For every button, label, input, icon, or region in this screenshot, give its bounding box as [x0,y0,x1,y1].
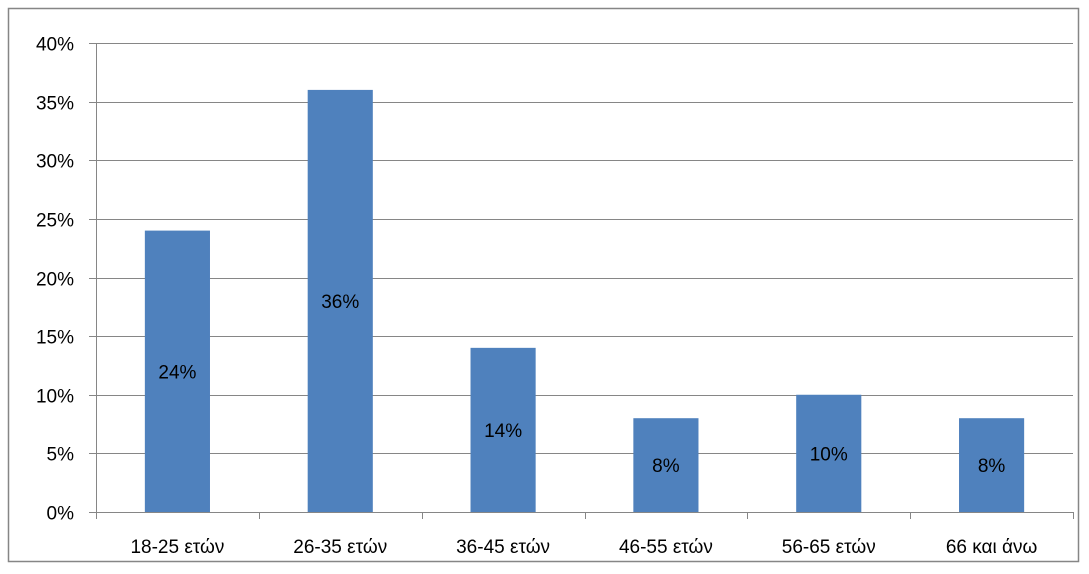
labels: 0% 5% 10% 15% 20% 25% 30% 35% 40% 24% 18-25 ετών 36… [36,35,1038,559]
y-tick-label: 5% [47,445,75,466]
gridlines [96,43,1073,454]
x-category-label: 46-55 ετών [619,537,713,558]
y-tick-label: 15% [36,328,74,349]
y-tick-label: 20% [36,270,74,291]
bars [144,89,1025,513]
bar [796,394,862,512]
axes [89,43,1074,519]
data-label: 14% [484,421,522,442]
y-tick-label: 25% [36,211,74,232]
x-category-label: 26-35 ετών [293,537,387,558]
data-label: 10% [810,444,848,465]
x-category-label: 56-65 ετών [782,537,876,558]
bar [307,89,373,513]
y-tick-label: 30% [36,152,74,173]
data-label: 8% [652,456,680,477]
data-label: 8% [978,456,1006,477]
y-tick-label: 0% [47,504,75,525]
bar [470,347,536,512]
x-category-label: 66 και άνω [946,537,1038,558]
x-category-label: 36-45 ετών [456,537,550,558]
data-label: 24% [158,362,196,383]
data-label: 36% [321,292,359,313]
x-category-label: 18-25 ετών [130,537,224,558]
y-tick-label: 10% [36,387,74,408]
bar [633,418,699,512]
y-tick-label: 40% [36,35,74,56]
bar [144,230,210,512]
y-tick-label: 35% [36,94,74,115]
bar [959,418,1025,512]
